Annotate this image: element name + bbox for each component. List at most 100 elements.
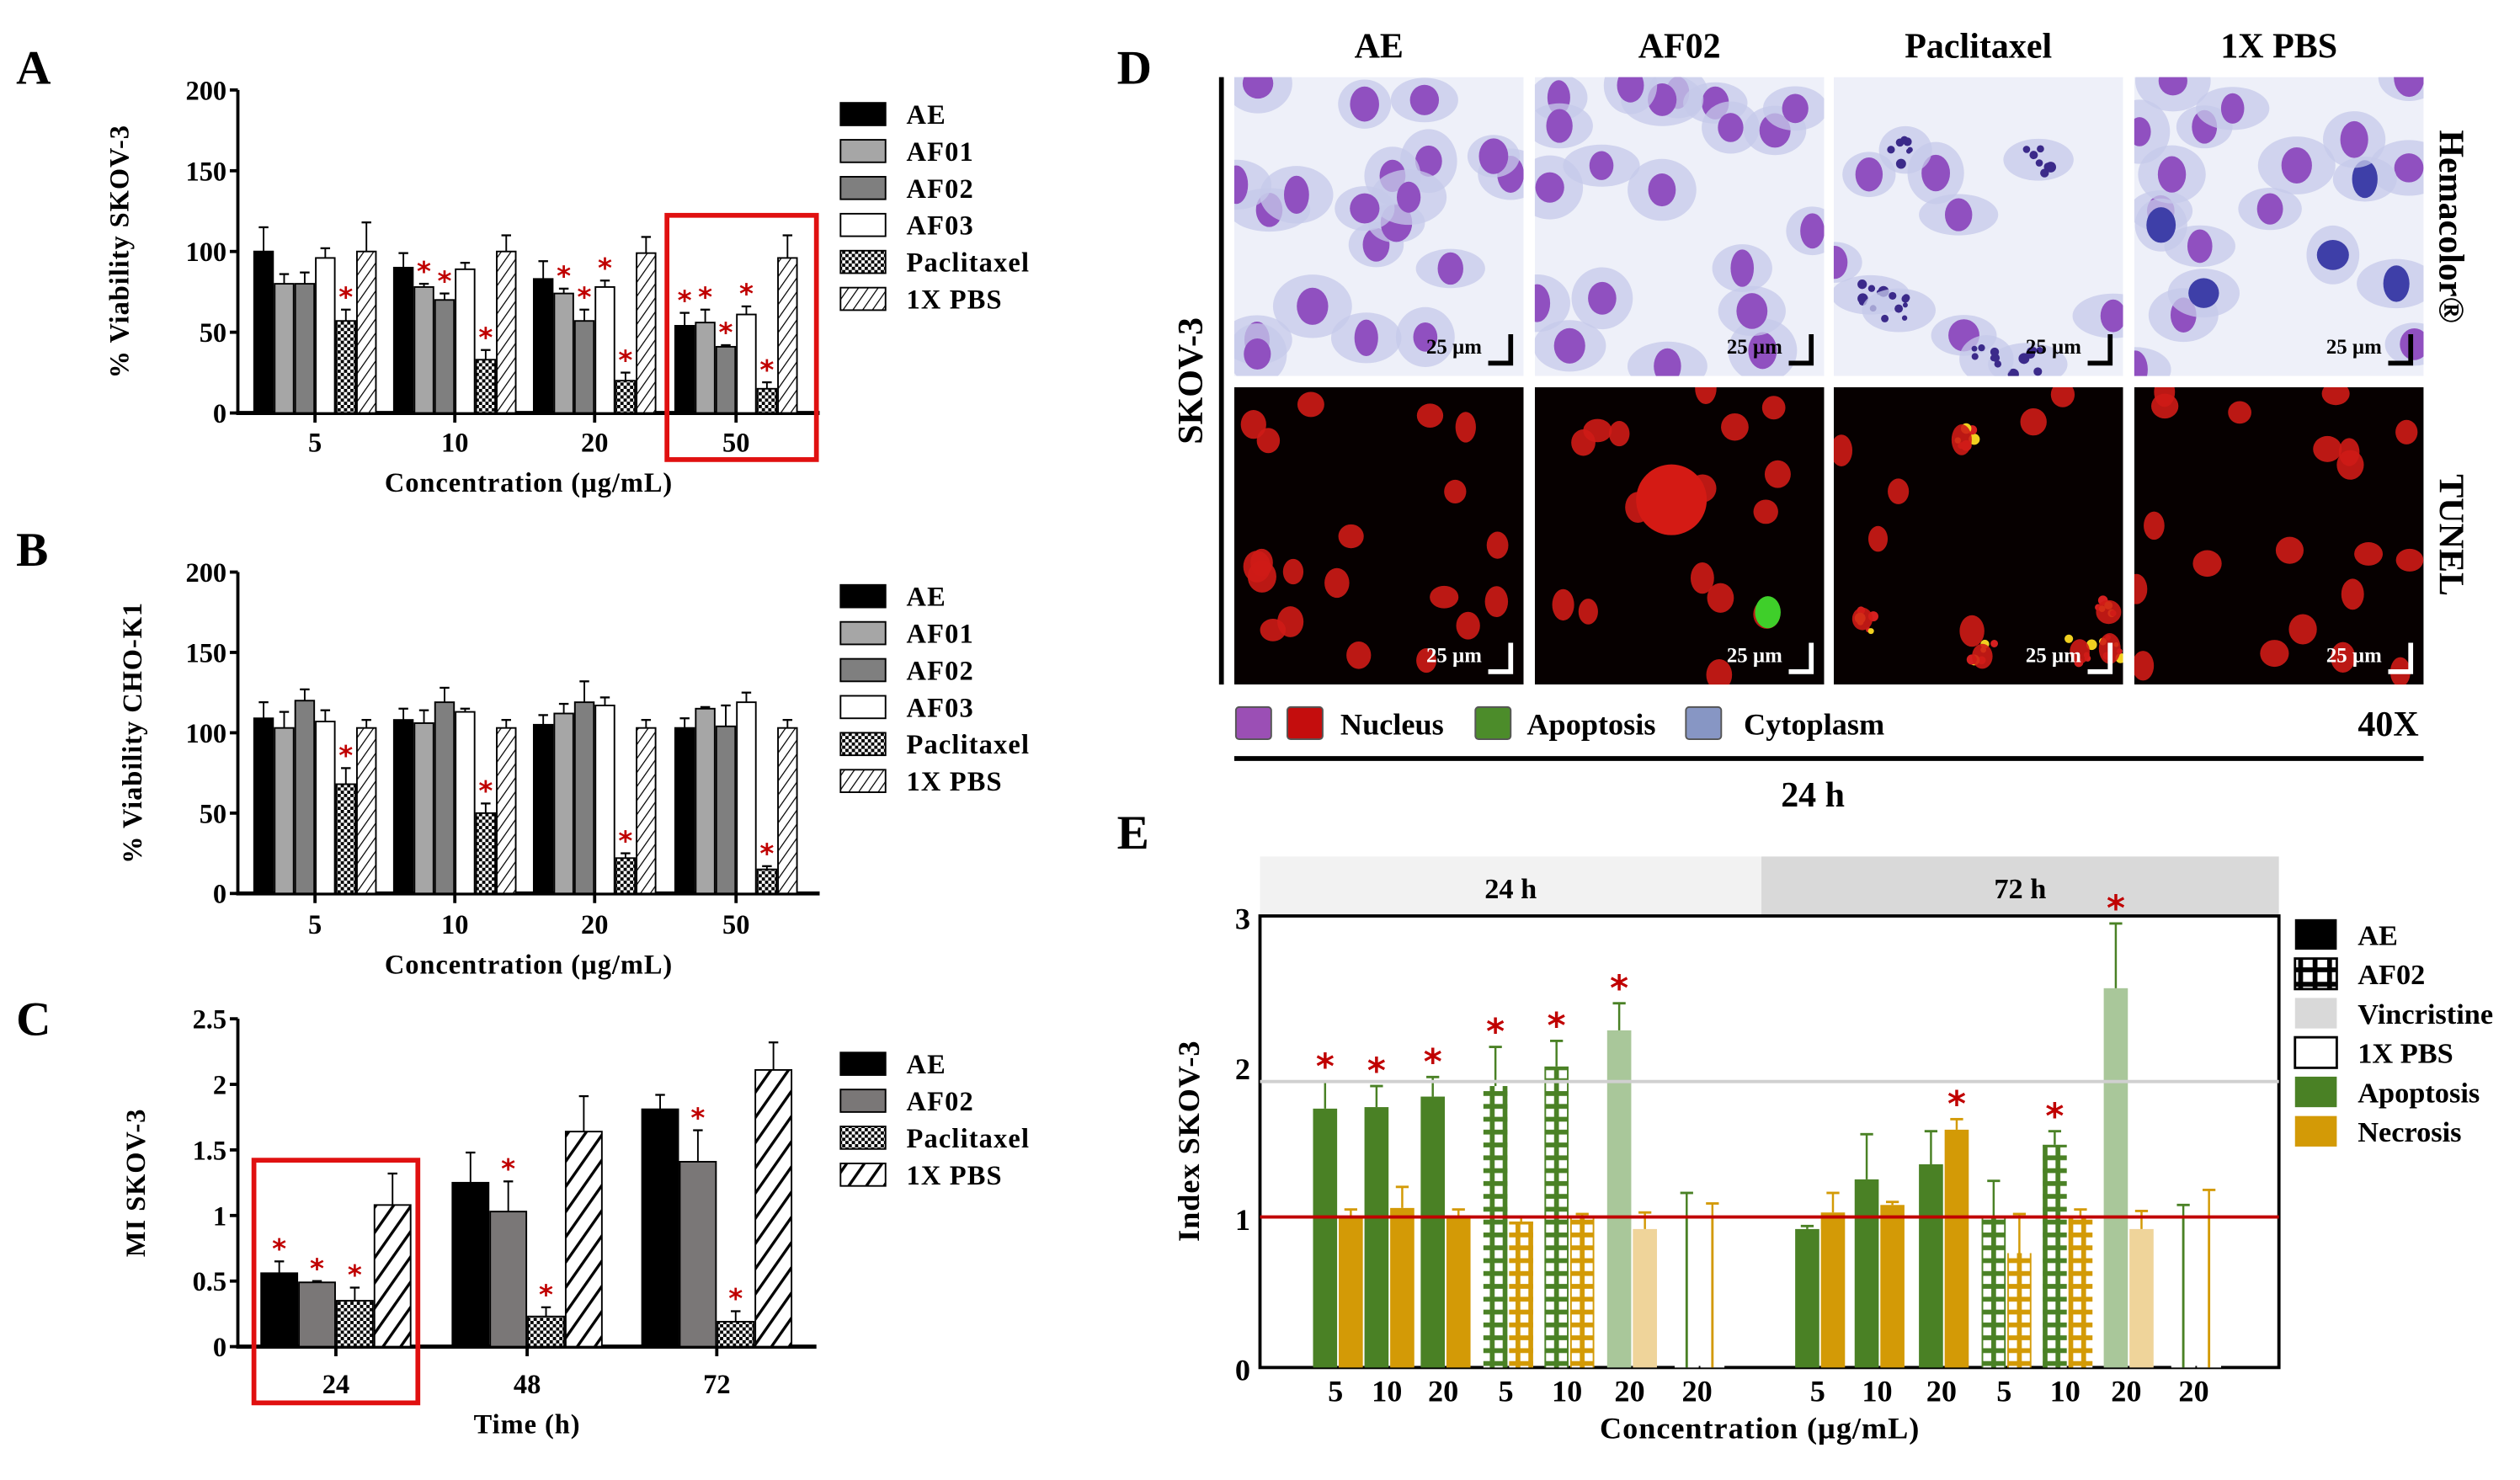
significance-star: *: [478, 775, 493, 807]
y-tick-label: 200: [185, 76, 226, 106]
bar-af01: [413, 285, 434, 414]
x-tick-label: 72: [703, 1370, 730, 1400]
column-header: AF02: [1638, 28, 1721, 67]
bar-apoptosis-ae: [1420, 1096, 1446, 1368]
legend-label: Paclitaxel: [907, 730, 1031, 760]
bar-af01: [695, 707, 716, 895]
significance-star: *: [578, 281, 592, 313]
significance-star: *: [1947, 1083, 1966, 1125]
panel-label-a: A: [16, 41, 51, 94]
y-tick-label: 0: [213, 399, 226, 429]
bar-necrosis-ae: [1820, 1212, 1846, 1368]
legend-swatch: [839, 769, 887, 793]
significance-star: *: [728, 1283, 743, 1315]
x-tick-label: 5: [308, 428, 322, 458]
bar-af03: [736, 701, 757, 895]
legend-swatch: [839, 212, 887, 237]
y-tick-label: 2: [1235, 1052, 1250, 1086]
x-tick-label: 20: [1428, 1374, 1458, 1408]
bar-af02: [715, 725, 737, 895]
bar-af02: [573, 320, 595, 414]
legend-label: AE: [2358, 919, 2398, 951]
bar-af03: [455, 711, 476, 895]
time-band-72h: [1761, 856, 2279, 915]
bar-apoptosis-ae: [1313, 1108, 1338, 1368]
scale-bar-label: 25 µm: [2326, 644, 2382, 667]
y-tick-label: 1: [1235, 1203, 1250, 1237]
legend-swatch: [839, 732, 887, 757]
bar-1x-pbs: [636, 727, 657, 895]
significance-star: *: [348, 1259, 362, 1291]
y-tick-label: 50: [200, 318, 226, 349]
legend-label: AE: [907, 100, 946, 130]
significance-star: *: [618, 344, 632, 376]
x-tick-label: 20: [2111, 1374, 2141, 1408]
row-label-tunel: TUNEL: [2432, 474, 2470, 596]
bar-af01: [274, 727, 295, 895]
legend-swatch: [2294, 998, 2337, 1029]
x-tick-label: 20: [581, 910, 608, 940]
panel-label-c: C: [16, 993, 51, 1046]
y-tick-label: 0: [1235, 1354, 1250, 1387]
bar-af03: [455, 268, 476, 414]
bar-ae: [253, 250, 274, 414]
scale-bar: [2087, 334, 2113, 366]
bar-necrosis-ae: [1944, 1129, 1969, 1368]
bar-af03: [594, 705, 615, 895]
bar-ae: [260, 1272, 299, 1348]
row-group-label: SKOV-3: [1172, 317, 1211, 445]
legend-label: AE: [907, 583, 946, 613]
column-header: 1X PBS: [2220, 28, 2337, 67]
significance-star: *: [338, 281, 353, 313]
bar-af02: [294, 700, 316, 895]
legend-swatch: [839, 102, 887, 126]
legend-label: Paclitaxel: [907, 248, 1031, 279]
chart-b-viability-chok1: 0 50 100 150 200 5 * 10 * 20 * 50 * % Viability CHO-K…: [118, 558, 1031, 981]
legend-label-cytoplasm: Cytoplasm: [1744, 707, 1884, 741]
y-tick-label: 100: [185, 719, 226, 749]
legend-label: Apoptosis: [2358, 1077, 2480, 1109]
significance-star: *: [618, 825, 632, 857]
bar-af03: [594, 285, 615, 414]
column-header: Paclitaxel: [1905, 28, 2052, 67]
bar-necrosis-af02: [2068, 1216, 2093, 1368]
bar-paclitaxel: [527, 1315, 565, 1348]
x-tick-label: 24: [322, 1370, 349, 1400]
bar-af01: [413, 722, 434, 895]
bar-ae: [532, 723, 554, 895]
bar-1x-pbs: [754, 1068, 793, 1348]
scale-bar-label: 25 µm: [2026, 336, 2081, 359]
highlight-box: [251, 1158, 421, 1406]
significance-star: *: [478, 322, 493, 354]
bar-ae: [392, 266, 414, 414]
scale-bar: [1788, 334, 1814, 366]
x-axis-label: Concentration (µg/mL): [385, 950, 673, 981]
bar-af02: [573, 701, 595, 895]
significance-star: *: [2107, 887, 2125, 929]
y-tick-label: 200: [185, 558, 226, 588]
bar-necrosis-ae: [1390, 1207, 1415, 1368]
scale-bar-label: 25 µm: [1727, 336, 1782, 359]
bar-paclitaxel: [615, 857, 637, 895]
time-band-label: 24 h: [1484, 873, 1537, 905]
legend-swatch: [2294, 957, 2338, 991]
legend-label: Necrosis: [2358, 1116, 2461, 1148]
panel-label-e: E: [1117, 807, 1149, 860]
y-tick-label: 150: [185, 638, 226, 668]
legend-swatch: [839, 249, 887, 274]
x-tick-label: 5: [1328, 1374, 1343, 1408]
scale-bar-label: 25 µm: [1426, 644, 1482, 667]
row-label-hemacolor: Hemacolor®: [2432, 130, 2470, 323]
legend-label: AF02: [2358, 959, 2425, 991]
significance-star: *: [2045, 1095, 2064, 1137]
bar-1x-pbs: [373, 1204, 412, 1348]
micrograph-tunel-ae: 25 µm: [1233, 387, 1524, 685]
legend-swatch: [1685, 705, 1723, 740]
x-tick-label: 5: [308, 910, 322, 940]
scale-bar: [2087, 642, 2113, 674]
x-axis-label: Time (h): [474, 1410, 581, 1440]
bar-necrosis-af02: [2007, 1253, 2032, 1368]
significance-star: *: [1367, 1050, 1386, 1091]
x-tick-label: 10: [1552, 1374, 1582, 1408]
